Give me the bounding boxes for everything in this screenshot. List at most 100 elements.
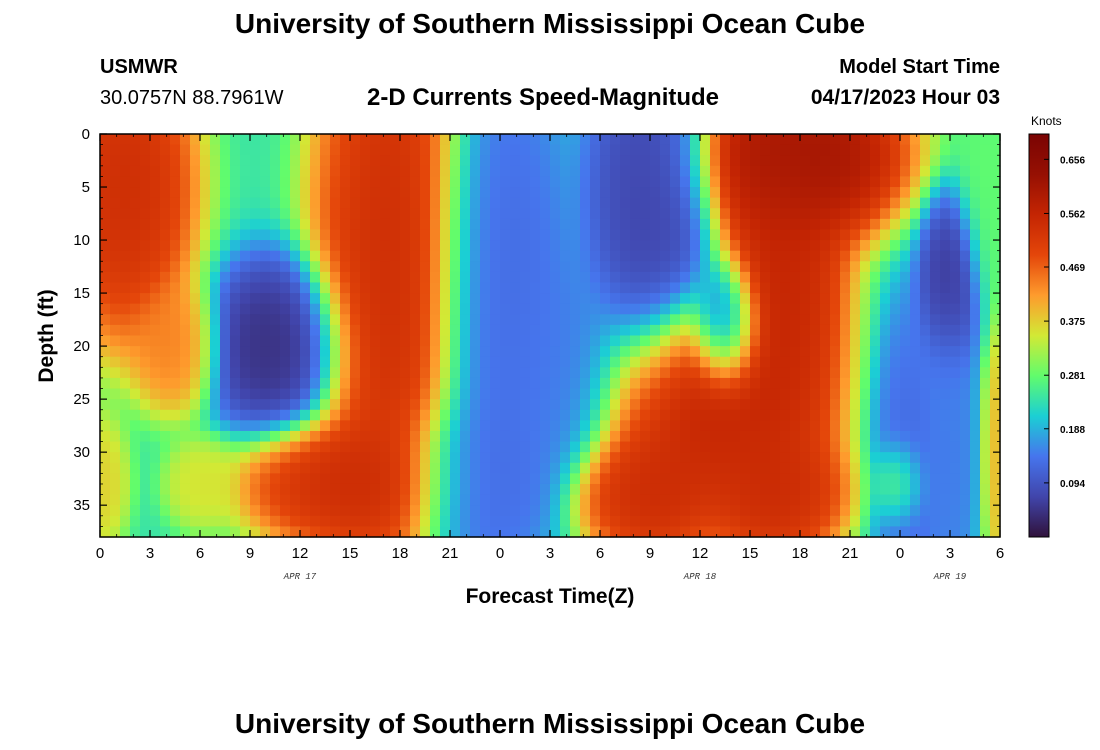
heatmap-cell <box>220 356 231 368</box>
heatmap-cell <box>440 377 451 390</box>
heatmap-cell <box>460 303 471 315</box>
heatmap-cell <box>430 494 441 506</box>
heatmap-cell <box>980 197 991 209</box>
heatmap-cell <box>250 271 261 284</box>
heatmap-cell <box>460 346 471 358</box>
heatmap-cell <box>210 271 221 284</box>
heatmap-cell <box>710 515 721 527</box>
heatmap-cell <box>160 176 171 188</box>
heatmap-cell <box>920 515 931 527</box>
heatmap-cell <box>270 409 281 421</box>
heatmap-cell <box>670 293 681 305</box>
heatmap-cell <box>800 197 811 209</box>
heatmap-cell <box>540 282 551 294</box>
heatmap-cell <box>270 324 281 337</box>
heatmap-cell <box>650 409 661 421</box>
heatmap-cell <box>650 324 661 337</box>
heatmap-cell <box>160 324 171 337</box>
heatmap-cell <box>650 271 661 284</box>
heatmap-cell <box>580 367 591 379</box>
heatmap-cell <box>830 335 841 347</box>
heatmap-cell <box>200 494 211 506</box>
heatmap-cell <box>880 399 891 411</box>
heatmap-cell <box>470 399 481 411</box>
heatmap-cell <box>930 430 941 443</box>
heatmap-cell <box>920 187 931 199</box>
heatmap-cell <box>300 303 311 315</box>
heatmap-cell <box>690 271 701 284</box>
heatmap-cell <box>640 303 651 315</box>
heatmap-cell <box>780 462 791 474</box>
heatmap-cell <box>740 377 751 390</box>
heatmap-cell <box>270 165 281 178</box>
heatmap-cell <box>560 483 571 496</box>
heatmap-cell <box>790 356 801 368</box>
heatmap-cell <box>300 430 311 443</box>
heatmap-cell <box>550 494 561 506</box>
heatmap-cell <box>630 377 641 390</box>
heatmap-cell <box>390 165 401 178</box>
heatmap-cell <box>980 494 991 506</box>
heatmap-cell <box>540 324 551 337</box>
heatmap-cell <box>870 483 881 496</box>
heatmap-cell <box>670 515 681 527</box>
heatmap-cell <box>770 483 781 496</box>
heatmap-cell <box>540 197 551 209</box>
heatmap-cell <box>780 346 791 358</box>
heatmap-cell <box>130 367 141 379</box>
heatmap-cell <box>120 165 131 178</box>
heatmap-cell <box>100 314 111 326</box>
heatmap-cell <box>800 420 811 432</box>
heatmap-cell <box>430 218 441 231</box>
heatmap-cell <box>370 144 381 156</box>
heatmap-cell <box>330 483 341 496</box>
heatmap-cell <box>360 282 371 294</box>
heatmap-cell <box>380 430 391 443</box>
heatmap-cell <box>930 208 941 220</box>
heatmap-cell <box>800 303 811 315</box>
heatmap-cell <box>140 229 151 241</box>
heatmap-cell <box>300 271 311 284</box>
heatmap-cell <box>490 377 501 390</box>
heatmap-cell <box>130 462 141 474</box>
heatmap-cell <box>280 187 291 199</box>
heatmap-cell <box>190 282 201 294</box>
heatmap-cell <box>420 187 431 199</box>
heatmap-cell <box>740 314 751 326</box>
heatmap-cell <box>280 505 291 517</box>
heatmap-cell <box>490 388 501 400</box>
heatmap-cell <box>830 430 841 443</box>
heatmap-cell <box>620 441 631 453</box>
heatmap-cell <box>320 250 331 262</box>
heatmap-cell <box>520 218 531 231</box>
heatmap-cell <box>540 134 551 146</box>
heatmap-cell <box>320 324 331 337</box>
heatmap-cell <box>790 346 801 358</box>
heatmap-cell <box>950 473 961 485</box>
heatmap-cell <box>460 441 471 453</box>
heatmap-cell <box>920 293 931 305</box>
heatmap-cell <box>530 515 541 527</box>
heatmap-cell <box>460 144 471 156</box>
heatmap-cell <box>350 197 361 209</box>
heatmap-cell <box>880 229 891 241</box>
heatmap-cell <box>850 377 861 390</box>
heatmap-cell <box>770 134 781 146</box>
heatmap-cell <box>730 229 741 241</box>
heatmap-cell <box>680 441 691 453</box>
heatmap-cell <box>380 483 391 496</box>
x-tick-label: 3 <box>946 545 954 562</box>
heatmap-cell <box>790 282 801 294</box>
heatmap-cell <box>890 165 901 178</box>
heatmap-cell <box>860 155 871 167</box>
heatmap-cell <box>910 367 921 379</box>
heatmap-cell <box>380 505 391 517</box>
heatmap-cell <box>750 261 761 273</box>
heatmap-cell <box>730 218 741 231</box>
heatmap-cell <box>940 293 951 305</box>
heatmap-cell <box>180 218 191 231</box>
heatmap-cell <box>170 430 181 443</box>
heatmap-cell <box>960 271 971 284</box>
heatmap-cell <box>670 144 681 156</box>
heatmap-cell <box>590 293 601 305</box>
